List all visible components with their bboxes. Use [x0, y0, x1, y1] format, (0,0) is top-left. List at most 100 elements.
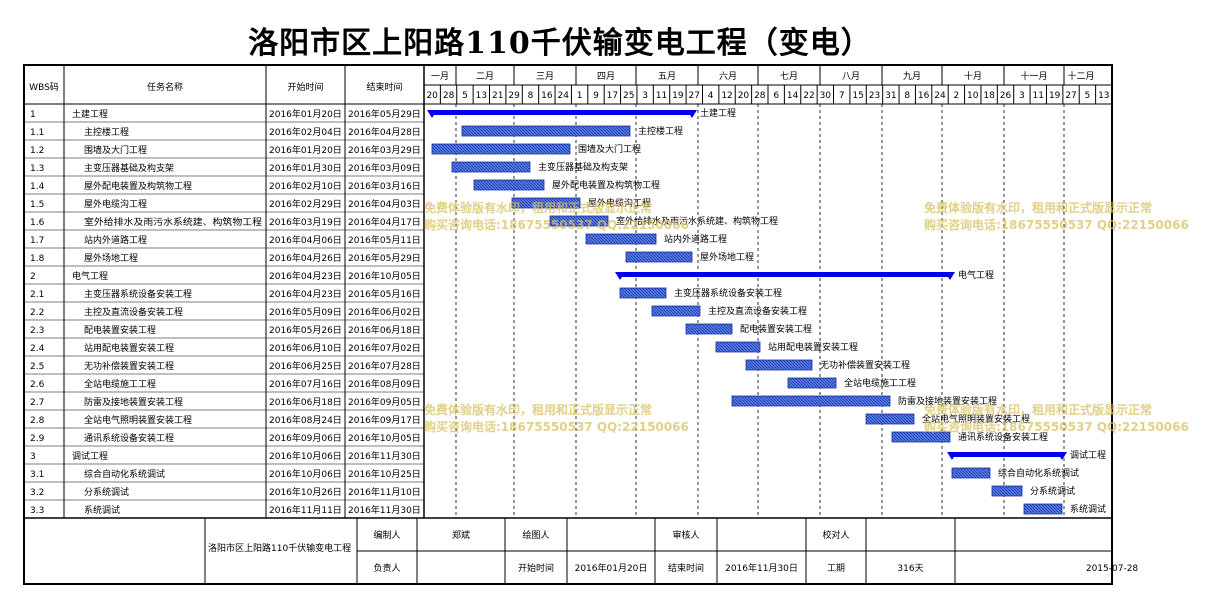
task-end: 2016年09月17日	[348, 414, 421, 426]
task-bar-label: 围墙及大门工程	[578, 143, 641, 155]
task-start: 2016年10月06日	[269, 468, 342, 480]
task-name: 站内外道路工程	[84, 234, 147, 246]
header-end: 结束时间	[366, 81, 402, 93]
task-bar	[731, 395, 891, 407]
task-wbs: 1.4	[30, 182, 45, 192]
week-day-label: 19	[1049, 91, 1061, 101]
footer-project-name: 洛阳市区上阳路110千伏输变电工程	[208, 542, 351, 554]
month-label: 九月	[903, 71, 921, 82]
task-bar	[991, 485, 1023, 497]
task-bar-label: 全站电缆施工工程	[844, 377, 916, 389]
week-day-label: 10	[967, 91, 979, 101]
task-name: 主控楼工程	[84, 126, 129, 138]
task-name: 分系统调试	[84, 486, 129, 498]
task-start: 2016年08月24日	[269, 414, 342, 426]
task-name: 主控及直流设备安装工程	[84, 306, 183, 318]
week-day-label: 22	[803, 91, 814, 101]
task-wbs: 1	[30, 110, 36, 120]
task-start: 2016年02月04日	[269, 126, 342, 138]
week-day-label: 26	[1000, 91, 1012, 101]
month-label: 十一月	[1020, 70, 1047, 82]
week-day-label: 16	[918, 91, 930, 101]
task-end: 2016年05月16日	[348, 288, 421, 300]
watermark-line2: 购买咨询电话:18675550537 QQ:22150066	[424, 217, 689, 232]
task-start: 2016年01月20日	[269, 108, 342, 120]
task-wbs: 2.2	[30, 308, 44, 318]
footer-editor-label: 编制人	[373, 529, 400, 541]
week-day-label: 13	[1098, 91, 1109, 101]
week-day-label: 28	[443, 91, 455, 101]
footer-editor: 郑斌	[452, 529, 470, 541]
task-bar-label: 屋外电缆沟工程	[588, 197, 651, 209]
task-wbs: 2.6	[30, 380, 45, 390]
week-day-label: 14	[787, 91, 799, 101]
task-end: 2016年05月29日	[348, 252, 421, 264]
week-day-label: 24	[558, 91, 570, 101]
week-day-label: 3	[642, 91, 648, 101]
header-wbs: WBS码	[29, 82, 59, 93]
week-day-label: 17	[607, 91, 618, 101]
task-start: 2016年09月06日	[269, 432, 342, 444]
task-end: 2016年10月05日	[348, 432, 421, 444]
week-day-label: 27	[689, 91, 700, 101]
task-end: 2016年04月17日	[348, 216, 421, 228]
week-day-label: 5	[1085, 91, 1091, 101]
task-end: 2016年08月09日	[348, 378, 421, 390]
task-start: 2016年06月18日	[269, 396, 342, 408]
task-bar-label: 主变压器系统设备安装工程	[674, 287, 782, 299]
task-bar-label: 室外给排水及雨污水系统建、构筑物工程	[616, 215, 778, 227]
task-bar	[1023, 503, 1063, 515]
task-bar-label: 综合自动化系统调试	[998, 467, 1079, 479]
task-name: 全站电气照明装置安装工程	[84, 414, 192, 426]
task-end: 2016年05月29日	[348, 108, 421, 120]
week-day-label: 1	[577, 91, 583, 101]
week-day-label: 19	[672, 91, 684, 101]
task-start: 2016年04月23日	[269, 270, 342, 282]
watermark-line2: 购买咨询电话:18675550537 QQ:22150066	[424, 419, 689, 434]
task-bar	[787, 377, 837, 389]
task-end: 2016年06月02日	[348, 306, 421, 318]
task-name: 综合自动化系统调试	[84, 468, 165, 480]
month-label: 八月	[842, 71, 860, 82]
month-label: 六月	[719, 70, 737, 82]
task-start: 2016年11月11日	[269, 504, 342, 516]
week-day-label: 8	[528, 91, 534, 101]
week-day-label: 18	[983, 91, 995, 101]
task-end: 2016年03月29日	[348, 144, 421, 156]
week-day-label: 20	[738, 91, 750, 101]
task-end: 2016年05月11日	[348, 234, 421, 246]
task-name: 电气工程	[72, 270, 108, 282]
watermark-line2: 购买咨询电话:18675550537 QQ:22150066	[924, 217, 1189, 232]
task-start: 2016年04月06日	[269, 234, 342, 246]
task-end: 2016年11月30日	[348, 450, 421, 462]
task-start: 2016年06月25日	[269, 360, 342, 372]
task-bar	[451, 161, 531, 173]
watermark-line1: 免费体验版有水印，租用和正式版显示正常	[424, 402, 652, 417]
week-day-label: 11	[1033, 91, 1044, 101]
task-start: 2016年04月23日	[269, 288, 342, 300]
footer-start-label: 开始时间	[518, 562, 554, 574]
week-day-label: 8	[904, 91, 910, 101]
task-wbs: 1.7	[30, 236, 44, 246]
week-day-label: 15	[852, 91, 863, 101]
month-label: 十月	[964, 70, 982, 82]
task-bar	[951, 467, 991, 479]
task-end: 2016年11月30日	[348, 504, 421, 516]
task-bar-label: 屋外配电装置及构筑物工程	[552, 179, 660, 191]
task-name: 主变压器基础及构支架	[84, 162, 174, 174]
task-start: 2016年06月10日	[269, 342, 342, 354]
task-wbs: 3.3	[30, 506, 44, 516]
task-end: 2016年09月05日	[348, 396, 421, 408]
week-day-label: 5	[462, 91, 468, 101]
task-bar	[625, 251, 693, 263]
footer-duration-label: 工期	[827, 563, 845, 574]
week-day-label: 13	[476, 91, 487, 101]
task-name: 围墙及大门工程	[84, 144, 147, 156]
task-bar-label: 系统调试	[1070, 503, 1106, 515]
task-wbs: 2.9	[30, 434, 45, 444]
task-name: 站用配电装置安装工程	[84, 342, 174, 354]
task-bar	[473, 179, 545, 191]
summary-start-marker	[947, 452, 957, 460]
task-name: 调试工程	[72, 450, 108, 462]
footer-start: 2016年01月20日	[575, 562, 648, 574]
